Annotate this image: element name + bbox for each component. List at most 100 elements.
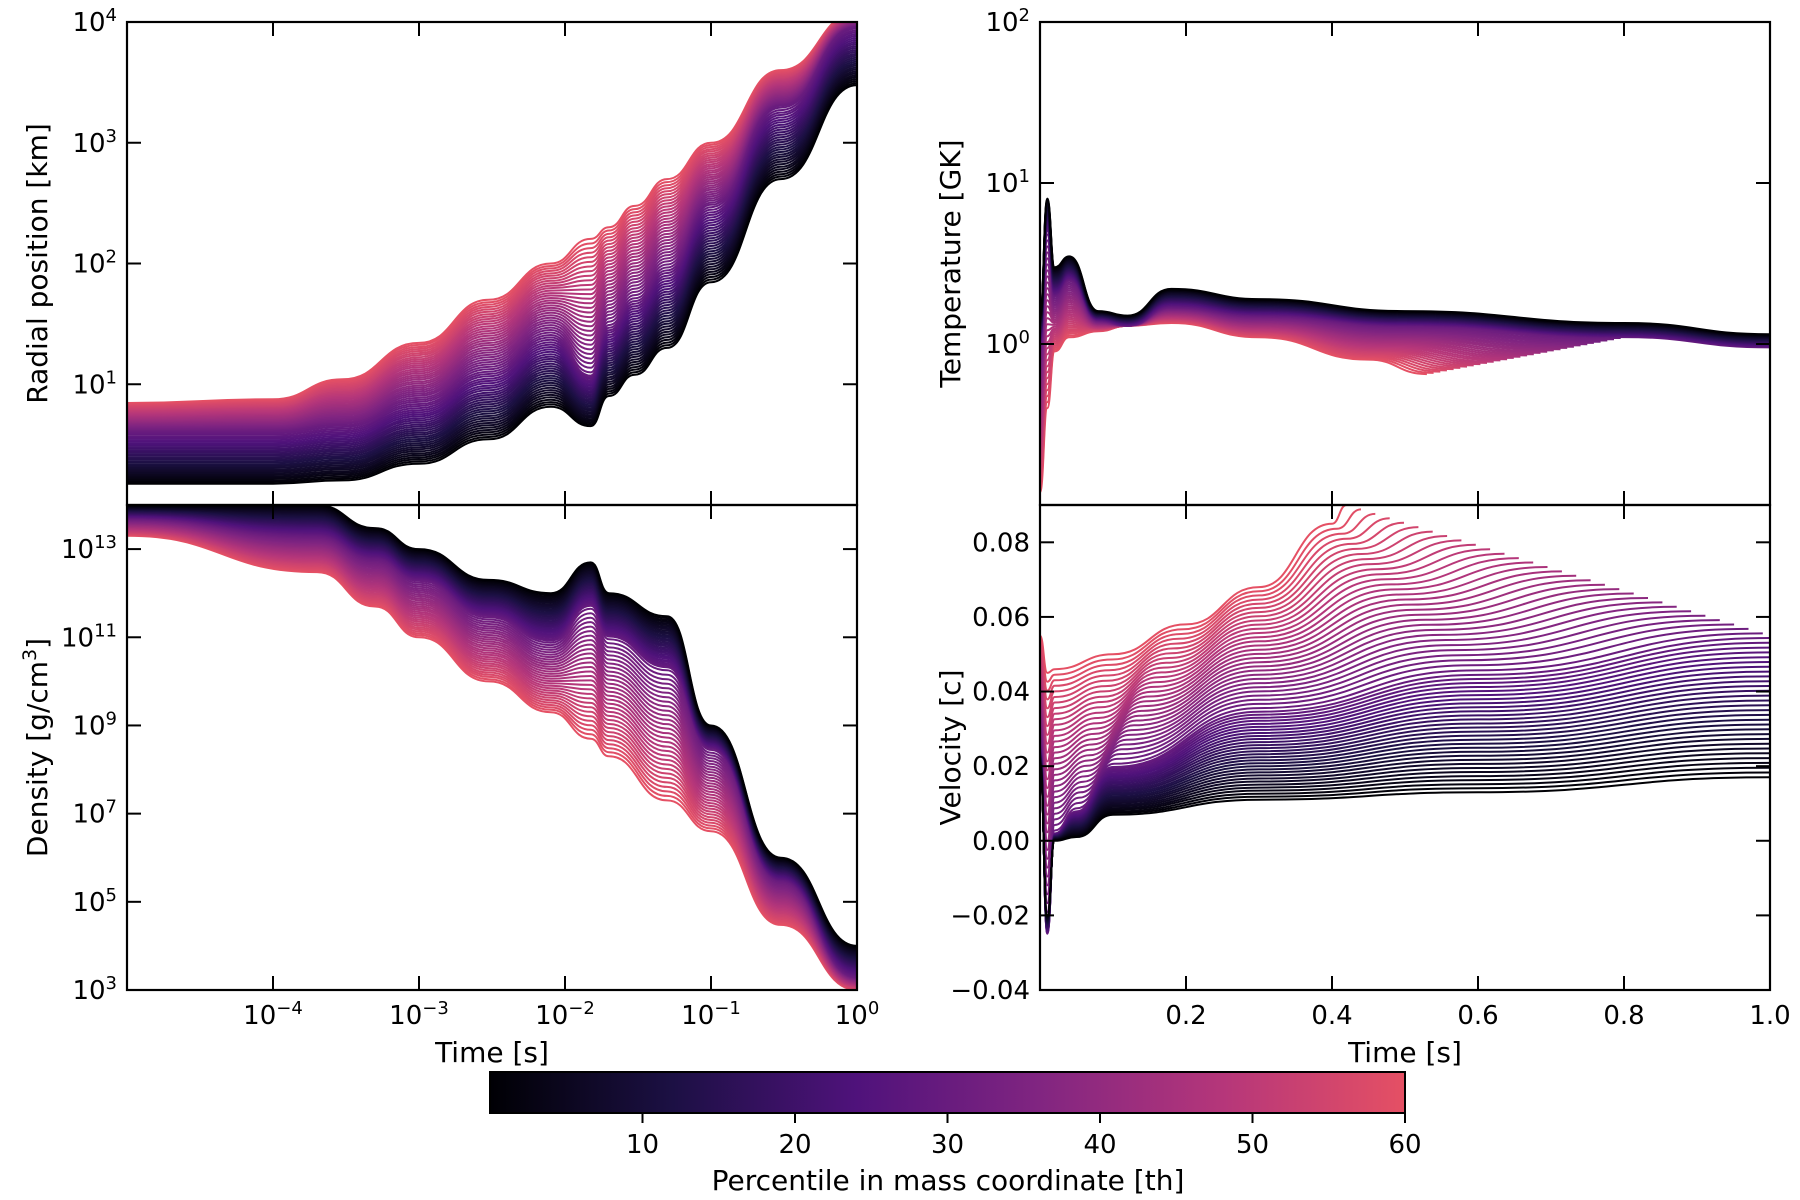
density-ytick-label: 1011 [61,620,117,654]
radius-series-line [127,27,857,435]
density-series-line [127,508,857,958]
density-xtick-label: 10−3 [389,998,449,1032]
velocity-ytick-label: 0.08 [972,528,1030,558]
velocity-series-line [1040,543,1476,754]
velocity-ytick-label: 0.02 [972,752,1030,782]
density-series-line [127,510,857,962]
density-series-line [127,505,857,947]
radius-series-line [127,22,846,415]
colorbar-tick-label: 20 [778,1130,811,1160]
temperature-series-line [1040,197,1770,336]
velocity-ytick-label: −0.02 [950,901,1030,931]
temperature-ytick-label: 102 [985,5,1030,39]
colorbar-gradient [489,1071,1406,1114]
velocity-series-line [1040,623,1735,913]
colorbar-tick-label: 30 [931,1130,964,1160]
radius-series-line [127,22,837,406]
velocity-series-line [1040,548,1491,763]
density-ytick-label: 109 [72,708,117,742]
velocity-series-line [1040,521,1405,710]
density-ytick-label: 1013 [61,532,117,566]
radius-series-line [127,22,842,412]
temperature-curves [1040,197,1770,494]
velocity-series-line [1040,557,1519,781]
colorbar-tick-label: 10 [626,1130,659,1160]
colorbar: Percentile in mass coordinate [th] 10 20 3… [489,1071,1422,1197]
velocity-xtick-label: 1.0 [1749,1001,1790,1031]
density-ylabel: Density [g/cm3] [19,638,54,857]
radius-series-line [127,22,844,414]
velocity-ytick-label: 0.04 [972,678,1030,708]
radius-series-line [127,22,849,418]
velocity-series-line [1040,566,1548,798]
radius-series-line [127,22,836,404]
velocity-series-line [1040,508,1362,683]
velocity-series-line [1040,530,1433,728]
radius-curves [127,22,857,485]
velocity-series-line [1040,561,1534,790]
velocity-series-line [1040,552,1505,772]
density-axes-frame [125,503,859,992]
radius-series-line [127,25,857,432]
radius-series-line [127,22,838,407]
density-series-line [127,507,857,956]
velocity-series-line [1040,605,1677,878]
density-series-line [127,509,857,961]
density-ytick-label: 107 [72,796,117,830]
velocity-series-line [1040,765,1770,917]
velocity-xtick-label: 0.6 [1457,1001,1498,1031]
velocity-xlabel: Time [s] [1347,1036,1462,1069]
radius-series-line [127,22,837,405]
colorbar-label: Percentile in mass coordinate [th] [712,1164,1185,1197]
velocity-series-line [1040,619,1720,905]
velocity-series-line [1040,535,1448,736]
velocity-series-line [1040,601,1663,869]
density-series-line [127,507,857,955]
radius-ytick-label: 103 [72,125,117,159]
radius-ytick-label: 104 [72,5,117,39]
colorbar-tick-label: 40 [1083,1130,1116,1160]
velocity-series-line [1040,579,1591,825]
radius-series-line [127,22,848,417]
velocity-series-line [1040,597,1649,860]
velocity-series-line [1040,517,1390,701]
density-series-line [127,506,857,954]
colorbar-tick-label: 60 [1388,1130,1421,1160]
density-xlabel: Time [s] [434,1036,549,1069]
velocity-xtick-label: 0.2 [1165,1001,1206,1031]
velocity-series-line [1040,539,1462,745]
radius-ytick-label: 101 [72,367,117,401]
velocity-series-line [1040,505,1347,674]
temperature-axes-frame [1038,20,1772,507]
temperature-ytick-label: 101 [985,166,1030,200]
velocity-series-line [1040,583,1605,834]
density-curves [127,505,857,990]
radius-series-line [127,31,857,438]
density-xtick-label: 10−2 [535,998,595,1032]
colorbar-tick-label: 50 [1236,1130,1269,1160]
velocity-curves [1040,505,1770,935]
radius-series-line [127,22,843,413]
density-series-line [127,508,857,959]
radius-series-line [127,22,840,409]
density-xtick-label: 10−1 [681,998,741,1032]
velocity-xtick-label: 0.8 [1603,1001,1644,1031]
radius-series-line [127,33,857,440]
velocity-series-line [1040,704,1770,926]
radius-series-line [127,22,840,410]
density-series-line [127,508,857,957]
velocity-ylabel: Velocity [c] [934,670,967,826]
radius-series-line [127,29,857,436]
velocity-series-line [1040,592,1634,851]
radius-ytick-label: 102 [72,246,117,280]
density-xtick-label: 10−4 [243,998,303,1032]
temperature-ytick-label: 100 [985,327,1030,361]
radius-ylabel: Radial position [km] [21,123,54,404]
velocity-series-line [1040,588,1620,843]
velocity-ytick-label: 0.06 [972,603,1030,633]
velocity-series-line [1040,512,1376,692]
density-ytick-label: 103 [72,973,117,1007]
radius-series-line [127,22,847,416]
temperature-ylabel: Temperature [GK] [934,139,967,388]
